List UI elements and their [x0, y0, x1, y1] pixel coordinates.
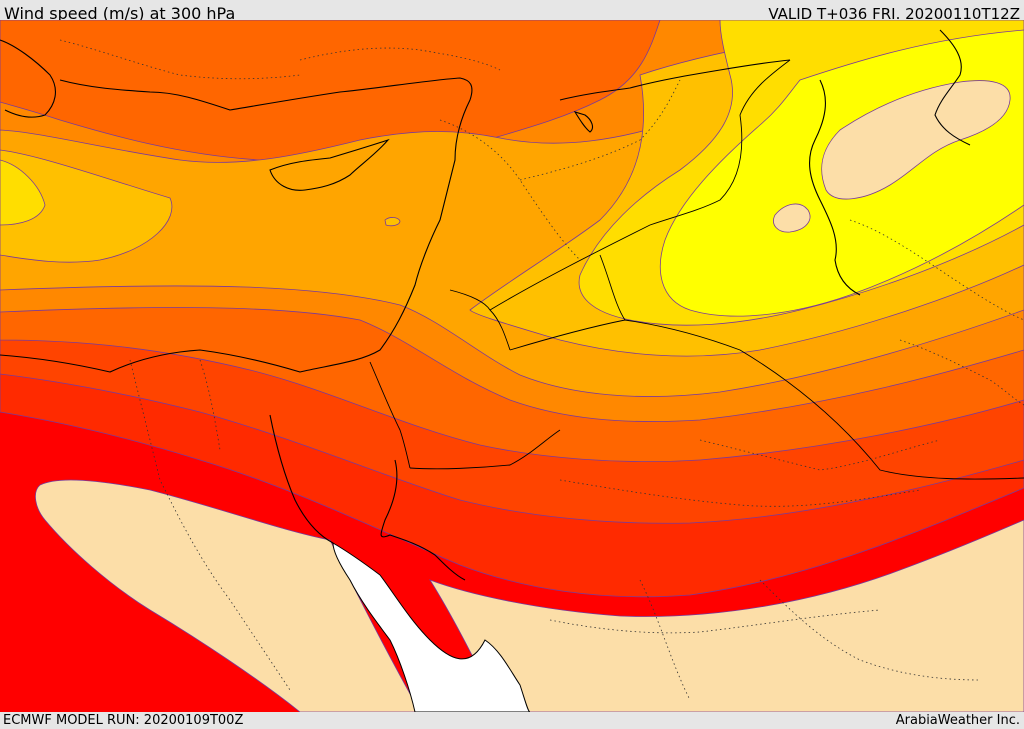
borders: [369, 59, 1024, 480]
credit-label: ArabiaWeather Inc.: [895, 713, 1020, 728]
model-run-label: ECMWF MODEL RUN: 20200109T00Z: [3, 713, 244, 728]
low-patch-small: [773, 203, 811, 233]
coastlines: [0, 29, 971, 581]
band-2-west: [0, 159, 46, 226]
band-3: [0, 149, 173, 263]
valid-time: VALID T+036 FRI. 20200110T12Z: [768, 5, 1020, 23]
header-bar: Wind speed (m/s) at 300 hPa VALID T+036 …: [0, 0, 1024, 23]
footer-bar: ECMWF MODEL RUN: 20200109T00Z ArabiaWeat…: [0, 712, 1024, 729]
wind-speed-map: [0, 20, 1024, 712]
map-title: Wind speed (m/s) at 300 hPa: [4, 4, 236, 23]
red-sea: [332, 542, 531, 712]
dotted-borders: [59, 39, 1024, 701]
small-oval: [384, 217, 401, 227]
